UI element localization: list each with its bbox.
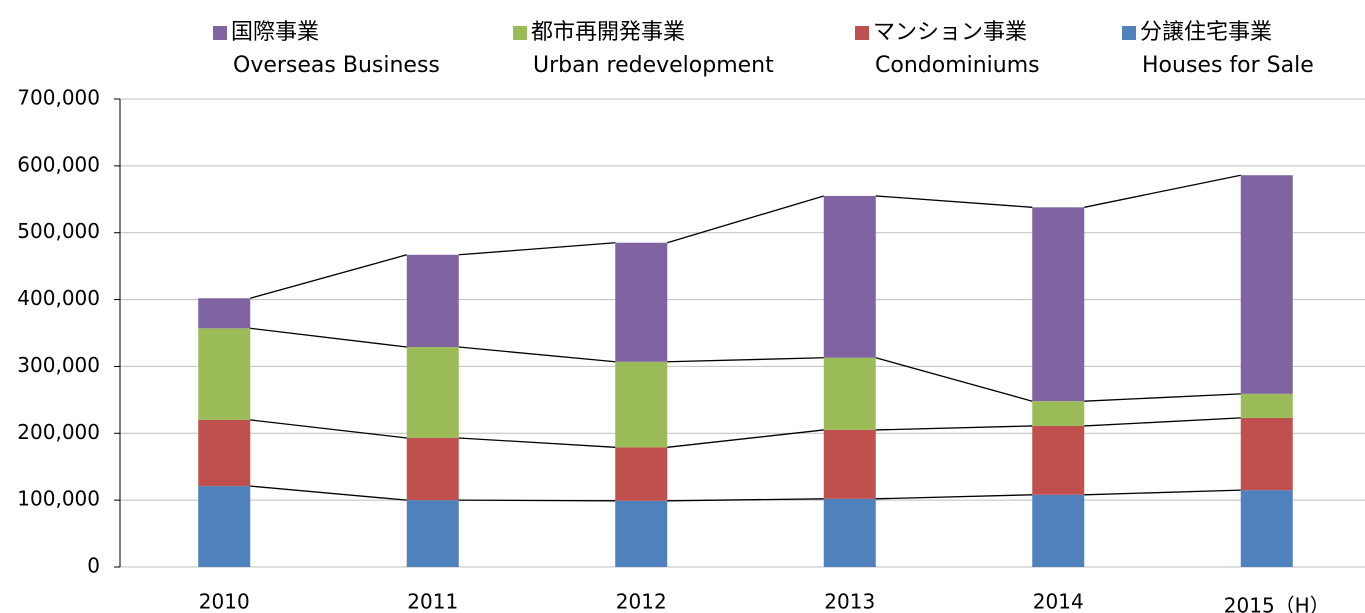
- legend-swatch: [213, 26, 227, 40]
- bar-segment: [198, 298, 251, 329]
- bar-segment: [823, 429, 876, 499]
- bar-segment: [1240, 175, 1293, 394]
- bar-segment: [406, 437, 459, 501]
- x-tick-label: 2010: [199, 590, 250, 613]
- connector-line: [667, 429, 824, 448]
- connector-line: [1084, 489, 1241, 496]
- bar-segment: [823, 498, 876, 567]
- connector-line: [667, 357, 824, 363]
- connector-line: [458, 346, 616, 363]
- legend-subtitle: Overseas Business: [233, 53, 440, 78]
- bar-segment: [406, 254, 459, 348]
- bar-segment: [615, 242, 668, 362]
- bar-segment: [198, 419, 251, 487]
- legend-label: 国際事業: [231, 20, 319, 45]
- y-tick-label: 600,000: [17, 152, 100, 176]
- connector-line: [875, 357, 1033, 402]
- legend-label: 都市再開発事業: [531, 20, 685, 45]
- bar-segment: [823, 195, 876, 358]
- bar-segment: [615, 500, 668, 567]
- x-tick-label: 2014: [1033, 590, 1084, 613]
- connector-line: [1084, 174, 1241, 208]
- y-tick-label: 500,000: [17, 219, 100, 243]
- legend-subtitle: Houses for Sale: [1142, 53, 1314, 78]
- x-tick-label: 2011: [407, 590, 458, 613]
- bar-segment: [1240, 393, 1293, 418]
- legend-swatch: [513, 26, 527, 40]
- connector-line: [1084, 417, 1241, 427]
- bar-segment: [1240, 490, 1293, 567]
- bar-segment: [615, 447, 668, 501]
- legend-label: マンション事業: [873, 20, 1027, 45]
- legend-swatch: [1122, 26, 1136, 40]
- bar-segment: [198, 486, 251, 567]
- bar-segment: [1032, 207, 1085, 402]
- connector-line: [458, 499, 616, 502]
- x-tick-label: 2015（H）: [1224, 594, 1330, 613]
- connector-line: [250, 419, 407, 439]
- y-tick-label: 400,000: [17, 286, 100, 310]
- bar-segment: [615, 361, 668, 448]
- bar-segment: [1032, 494, 1085, 567]
- legend-swatch: [855, 26, 869, 40]
- y-tick-label: 700,000: [17, 86, 100, 110]
- y-tick-label: 0: [87, 554, 100, 578]
- x-tick-label: 2012: [616, 590, 667, 613]
- y-tick-label: 200,000: [17, 420, 100, 444]
- connector-line: [875, 425, 1033, 431]
- legend-subtitle: Condominiums: [875, 53, 1040, 78]
- bar-segment: [823, 357, 876, 430]
- connector-line: [667, 195, 824, 244]
- connector-line: [250, 254, 407, 299]
- connector-line: [875, 494, 1033, 500]
- bar-segment: [406, 347, 459, 438]
- connector-line: [458, 242, 616, 256]
- connector-line: [250, 327, 407, 348]
- y-tick-label: 300,000: [17, 353, 100, 377]
- connector-line: [458, 437, 616, 448]
- bar-segment: [1032, 425, 1085, 495]
- legend-label: 分譲住宅事業: [1140, 20, 1272, 45]
- connector-line: [667, 498, 824, 502]
- x-tick-label: 2013: [824, 590, 875, 613]
- bar-segment: [406, 500, 459, 567]
- bar-segment: [198, 328, 251, 420]
- connector-line: [250, 485, 407, 501]
- bar-segment: [1032, 401, 1085, 426]
- bar-segment: [1240, 417, 1293, 491]
- connector-line: [875, 195, 1033, 208]
- connector-line: [1084, 393, 1241, 402]
- legend-subtitle: Urban redevelopment: [533, 53, 774, 78]
- y-tick-label: 100,000: [17, 487, 100, 511]
